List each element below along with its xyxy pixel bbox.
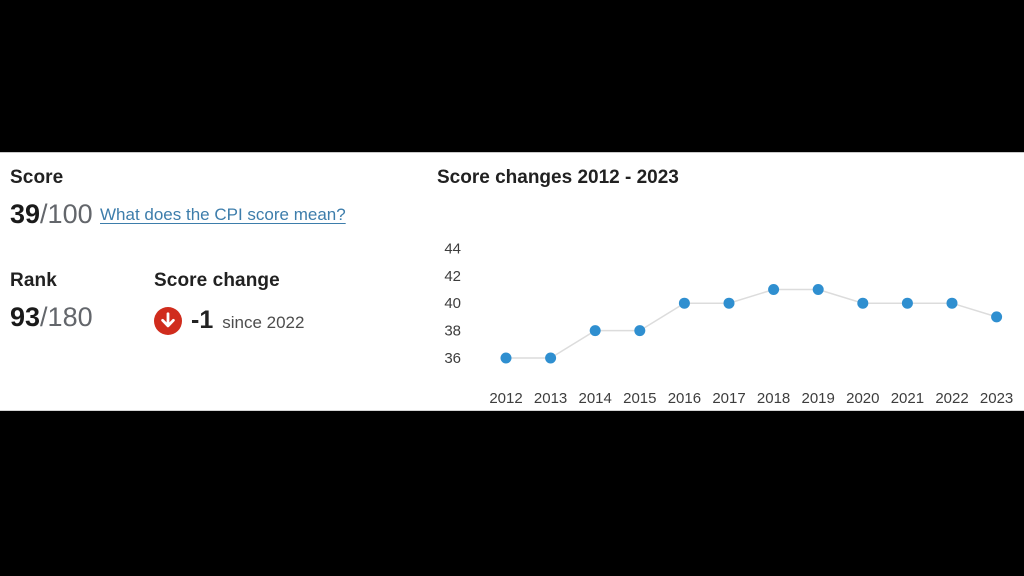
score-heading: Score [10,167,64,188]
x-axis-label: 2016 [668,390,701,407]
x-axis-label: 2013 [534,390,567,407]
score-value: 39/100 [10,201,93,228]
y-axis-tick: 44 [444,240,461,257]
score-number: 39 [10,199,41,229]
data-point-2019[interactable] [812,284,824,295]
score-change-value: -1 [191,306,214,334]
x-axis-label: 2022 [935,390,968,407]
x-axis-label: 2015 [623,390,656,407]
y-axis-tick: 36 [444,350,461,367]
score-line [506,288,997,359]
data-point-2012[interactable] [500,352,512,364]
data-point-2017[interactable] [723,297,735,309]
x-axis-label: 2021 [891,390,924,407]
data-point-2022[interactable] [946,297,958,309]
data-point-2023[interactable] [991,311,1003,323]
data-point-2016[interactable] [678,297,690,309]
cpi-score-meaning-link[interactable]: What does the CPI score mean? [100,205,346,224]
rank-denominator: /180 [40,302,93,332]
data-point-2020[interactable] [857,297,869,309]
score-change-row: -1 since 2022 [154,306,304,335]
data-point-2013[interactable] [545,352,557,364]
x-axis-label: 2018 [757,390,790,407]
data-point-2018[interactable] [768,284,780,295]
score-history-chart: 36 38 40 42 44 2012 2013 2014 2015 2016 2017 2018 20… [444,240,1013,407]
x-axis-label: 2019 [802,390,835,407]
y-axis-tick: 38 [444,323,461,340]
rank-value: 93/180 [10,304,93,331]
x-axis-label: 2023 [980,390,1013,407]
x-axis-label: 2020 [846,390,879,407]
data-point-2015[interactable] [634,325,646,337]
rank-heading: Rank [10,270,57,291]
data-point-2014[interactable] [589,325,601,337]
y-axis-tick: 40 [444,295,461,312]
x-axis-label: 2017 [712,390,745,407]
x-axis-label: 2012 [489,390,522,407]
rank-number: 93 [10,302,41,332]
score-change-caption: since 2022 [222,312,305,332]
score-denominator: /100 [40,199,93,229]
cpi-summary-panel: Score 39/100 What does the CPI score mea… [0,152,1024,411]
arrow-down-circle-icon [154,306,182,335]
score-change-heading: Score change [154,270,280,291]
data-point-2021[interactable] [901,297,913,309]
y-axis-tick: 42 [444,268,461,285]
x-axis-label: 2014 [579,390,612,407]
chart-title: Score changes 2012 - 2023 [437,167,679,188]
